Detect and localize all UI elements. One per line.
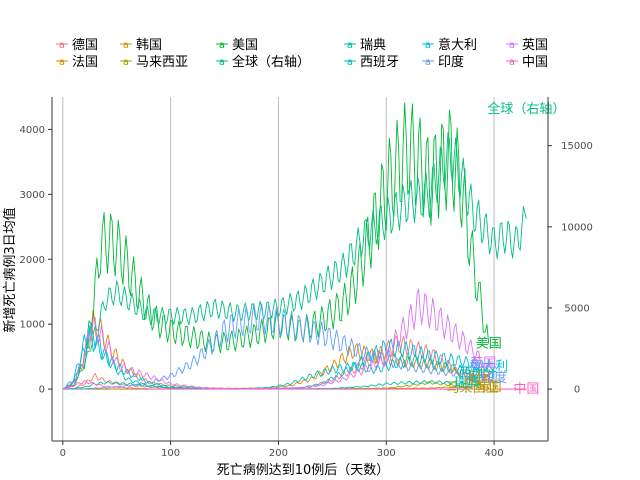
legend-label: 英国 — [522, 38, 548, 53]
legend-label: 中国 — [522, 55, 548, 70]
series-end-label: 意大利 — [469, 358, 508, 374]
legend-key: a — [347, 57, 353, 68]
series-end-label: 美国 — [476, 337, 502, 352]
series-line — [62, 288, 484, 390]
legend-key: a — [123, 57, 129, 68]
series-line — [62, 102, 490, 390]
series-line — [62, 380, 527, 390]
y-left-tick-label: 4000 — [20, 125, 45, 136]
series-end-label: 西班牙 — [458, 366, 497, 381]
x-tick-label: 200 — [269, 448, 288, 459]
legend-label: 马来西亚 — [136, 55, 188, 70]
legend-key: a — [347, 40, 353, 51]
legend-label: 全球（右轴） — [232, 54, 310, 70]
legend-key: a — [509, 40, 515, 51]
series-end-label: 中国 — [513, 382, 539, 397]
y-left-tick-label: 3000 — [20, 190, 45, 201]
series-end-label: 瑞典 — [454, 376, 480, 391]
series-line — [62, 132, 527, 390]
series-end-label: 韩国 — [476, 380, 502, 395]
y-right-tick-label: 15000 — [561, 141, 593, 152]
y-left-tick-label: 2000 — [20, 255, 45, 266]
y-right-tick-label: 5000 — [564, 303, 589, 314]
legend-key: a — [219, 40, 225, 51]
legend-label: 德国 — [72, 38, 98, 53]
legend-label: 法国 — [72, 55, 98, 70]
y-axis-title: 新增死亡病例3日均值 — [2, 207, 18, 332]
legend-key: a — [509, 57, 515, 68]
series-line — [62, 302, 495, 390]
legend-label: 印度 — [438, 54, 464, 70]
legend-key: a — [123, 40, 129, 51]
legend-label: 瑞典 — [360, 38, 386, 53]
legend-key: a — [59, 57, 65, 68]
legend-key: a — [425, 57, 431, 68]
series-end-label: 英国 — [470, 356, 496, 371]
series-end-label: 全球（右轴） — [487, 101, 565, 117]
legend-key: a — [219, 57, 225, 68]
x-tick-label: 0 — [60, 448, 66, 459]
legend-label: 西班牙 — [360, 55, 399, 70]
axes: 0 100 200 300 400010002000300040000500010000… — [20, 97, 593, 459]
y-left-tick-label: 0 — [39, 385, 45, 396]
x-tick-label: 300 — [377, 448, 396, 459]
y-left-tick-label: 1000 — [20, 320, 45, 331]
series-end-label: 马来西亚 — [447, 381, 499, 396]
y-right-tick-label: 10000 — [561, 222, 593, 233]
x-axis-title: 死亡病例达到10例后（天数） — [217, 463, 390, 478]
legend-key: a — [59, 40, 65, 51]
legend-label: 韩国 — [136, 38, 162, 53]
series-lines — [62, 102, 527, 390]
series-end-label: 印度 — [481, 370, 507, 386]
x-tick-label: 400 — [485, 448, 504, 459]
legend-key: a — [425, 40, 431, 51]
legend-label: 意大利 — [438, 37, 477, 53]
series-end-label: 法国 — [465, 369, 491, 384]
legend-label: 美国 — [232, 38, 258, 53]
y-right-tick-label: 0 — [574, 385, 580, 396]
series-end-label: 德国 — [465, 374, 491, 389]
x-tick-label: 100 — [161, 448, 180, 459]
